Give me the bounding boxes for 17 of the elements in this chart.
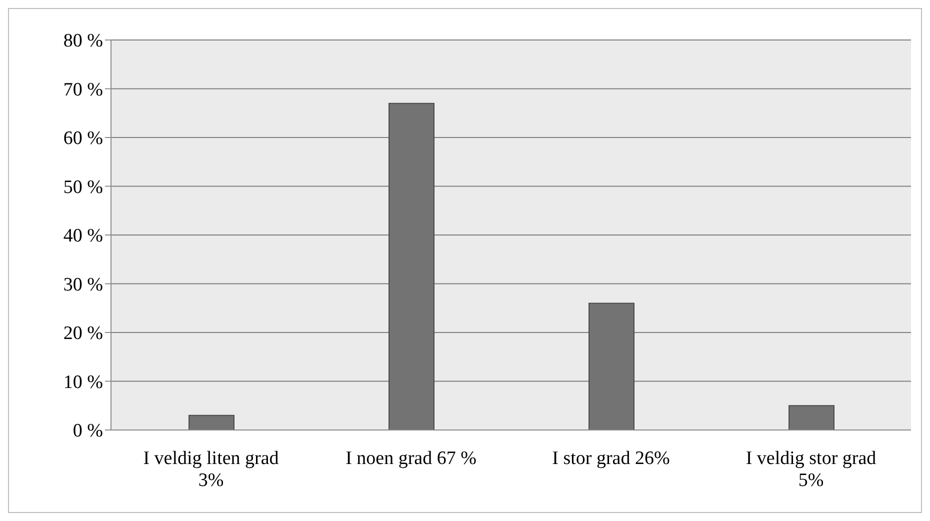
- y-tick-label: 50 %: [63, 176, 104, 198]
- y-tick-label: 0 %: [72, 420, 104, 442]
- y-tick-label: 30 %: [63, 274, 104, 296]
- bar: [788, 405, 834, 430]
- x-tick-label: I veldig stor grad 5%: [746, 448, 877, 491]
- y-tick-label: 10 %: [63, 372, 104, 393]
- y-tick-label: 70 %: [63, 79, 104, 100]
- y-tick-label: 60 %: [63, 128, 104, 150]
- x-tick-label: I noen grad 67 %: [346, 448, 477, 469]
- y-tick-label: 20 %: [63, 323, 104, 344]
- y-tick-label: 40 %: [63, 226, 104, 247]
- bar: [388, 102, 434, 430]
- bar: [588, 302, 634, 430]
- bar: [188, 414, 234, 430]
- x-tick-label: I stor grad 26%: [552, 448, 670, 469]
- y-tick-label: 80 %: [63, 30, 104, 52]
- x-tick-label: I veldig liten grad 3%: [143, 448, 280, 491]
